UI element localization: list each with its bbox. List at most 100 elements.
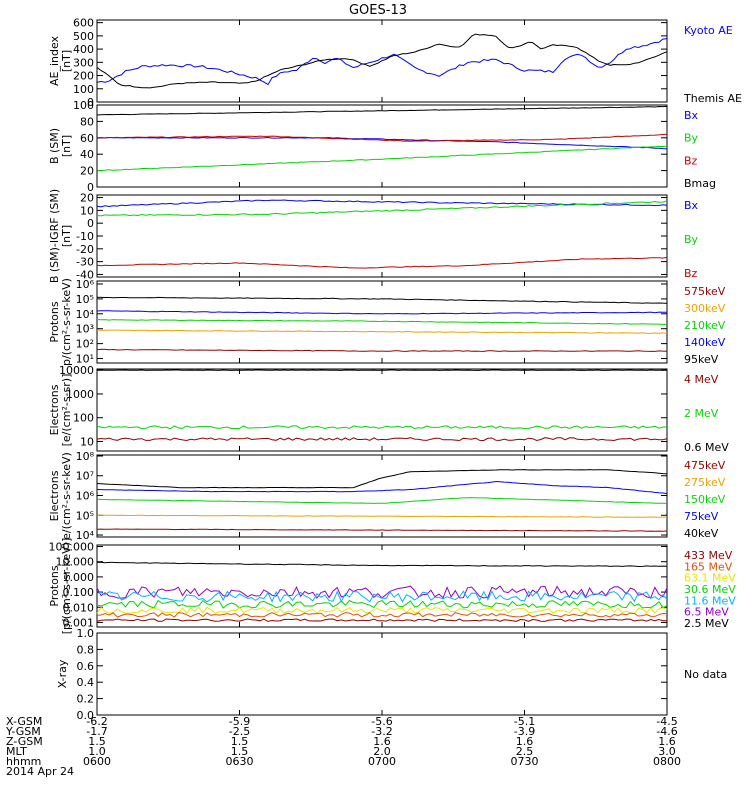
y-tick-label: 100.000 — [49, 541, 95, 554]
panel-frame — [96, 194, 668, 278]
x-axis-value: 1.5 — [231, 745, 249, 758]
legend-entry: Kyoto AE — [684, 24, 733, 37]
y-tick-label: 0.2 — [77, 693, 95, 706]
y-axis-label-line: [p/(cm²-s-sr-keV)] — [60, 538, 73, 635]
y-tick-label: -10 — [76, 230, 94, 243]
series-bx — [96, 136, 668, 150]
y-axis-label-line: X-ray — [56, 659, 69, 688]
x-axis-row-label: Y-GSM — [5, 725, 41, 738]
series-11-6-mev — [96, 590, 668, 603]
series-by — [96, 200, 668, 217]
legend-entry: 0.6 MeV — [684, 441, 729, 454]
series-140kev — [96, 310, 667, 315]
y-tick-label: 0.100 — [63, 586, 95, 599]
series-210kev — [96, 319, 668, 325]
x-axis-row-label: MLT — [6, 745, 27, 758]
y-tick-label: 100 — [73, 83, 94, 96]
y-tick-label: 200 — [73, 70, 94, 83]
series-by — [96, 145, 668, 172]
panel-6: 10⁴10⁵10⁶10⁷10⁸Electronse/(cm²-s-sr-keV)… — [48, 450, 726, 542]
series-575kev — [96, 348, 668, 352]
y-tick-label: 10⁵ — [76, 509, 94, 522]
legend-entry: 433 MeV — [684, 549, 733, 562]
y-tick-label: 600 — [73, 17, 94, 30]
legend-entry: 4 MeV — [684, 373, 719, 386]
y-tick-label: 0 — [87, 96, 94, 109]
y-tick-label: 20 — [80, 192, 94, 205]
legend-entry: 95keV — [684, 353, 719, 366]
y-axis-label-line: AE_index — [48, 35, 61, 86]
legend-entry: 75keV — [684, 510, 719, 523]
y-tick-label: 10¹ — [76, 353, 94, 366]
x-axis-row-label: Z-GSM — [6, 735, 43, 748]
series-165-mev — [96, 612, 668, 618]
legend-entry: Bz — [684, 267, 698, 280]
y-axis-label-line: [e/(cm²-s-sr)] — [60, 374, 73, 447]
y-tick-label: 0.001 — [63, 616, 95, 629]
panel-8: 0.0 0.2 0.4 0.6 0.8 1.0 X-ray No data — [56, 627, 727, 722]
y-axis-label: B (SM)-IGRF (SM)[nT] — [48, 189, 73, 283]
x-axis-value: -1.7 — [86, 725, 107, 738]
legend-entry: 150keV — [684, 493, 726, 506]
series-bz — [97, 133, 667, 142]
legend-entry: 2 MeV — [684, 407, 719, 420]
legend-entry: By — [684, 233, 699, 246]
y-axis-label: Electrons[e/(cm²-s-sr)] — [48, 374, 73, 447]
legend-entry: 140keV — [684, 336, 726, 349]
y-axis-label-line: Protons — [48, 565, 61, 606]
x-axis-value: 0730 — [511, 755, 539, 768]
y-tick-label: 500 — [73, 30, 94, 43]
legend-entry: Bx — [684, 109, 699, 122]
series-40kev — [96, 469, 668, 489]
y-tick-label: 10² — [76, 338, 94, 351]
y-tick-label: 400 — [73, 43, 94, 56]
y-tick-label: 0 — [87, 181, 94, 194]
legend-entry: 275keV — [684, 476, 726, 489]
x-axis-value: -5.1 — [514, 715, 535, 728]
y-axis-label: Protons[p/(cm²-s-sr-keV)] — [48, 538, 73, 635]
legend-entry: 40keV — [684, 527, 719, 540]
y-axis-label: Protonsp/(cm²-s-sr-keV) — [48, 278, 73, 366]
x-axis-value: -2.5 — [229, 725, 250, 738]
y-tick-label: 10 — [80, 204, 94, 217]
series-bx — [96, 199, 668, 208]
x-axis-value: 0800 — [653, 755, 681, 768]
x-axis-value: -5.6 — [371, 715, 392, 728]
y-tick-label: 60 — [80, 132, 94, 145]
x-axis-value: 1.5 — [231, 735, 249, 748]
y-axis-label-line: p/(cm²-s-sr-keV) — [60, 278, 73, 366]
y-tick-label: 0.4 — [77, 676, 95, 689]
panel-frame — [96, 104, 668, 188]
panel-2: 0 20 40 60 80 100 B (SM)[nT] Bx By Bz Bmag — [48, 99, 716, 194]
y-tick-label: 10⁶ — [76, 490, 95, 503]
x-axis-row-label: X-GSM — [6, 715, 42, 728]
panel-frame — [96, 632, 668, 716]
y-tick-label: -40 — [76, 268, 94, 281]
y-tick-label: 10⁴ — [76, 308, 95, 321]
panel-4: 10¹10²10³10⁴10⁵10⁶Protonsp/(cm²-s-sr-keV… — [48, 278, 726, 366]
series-30-6-mev — [96, 599, 668, 609]
y-tick-label: 1000 — [66, 388, 94, 401]
y-tick-label: 10⁷ — [76, 470, 94, 483]
series-themis-ae — [96, 33, 668, 89]
y-axis-label-line: Protons — [48, 301, 61, 342]
no-data-label: No data — [684, 668, 727, 681]
series-275kev — [97, 514, 667, 518]
legend-entry: 6.5 MeV — [684, 606, 729, 619]
series-kyoto-ae — [96, 38, 668, 86]
x-axis-value: -5.9 — [229, 715, 250, 728]
x-axis-value: 0700 — [368, 755, 396, 768]
legend-entry: 2.5 MeV — [684, 617, 729, 630]
x-axis-value: -4.5 — [656, 715, 677, 728]
legend-entry: Bz — [684, 154, 698, 167]
y-tick-label: 10.000 — [56, 556, 95, 569]
y-tick-label: 0.010 — [63, 601, 95, 614]
x-axis-row-label: hhmm — [6, 755, 41, 768]
y-tick-label: 1.000 — [63, 571, 95, 584]
x-axis-value: 1.0 — [88, 745, 106, 758]
